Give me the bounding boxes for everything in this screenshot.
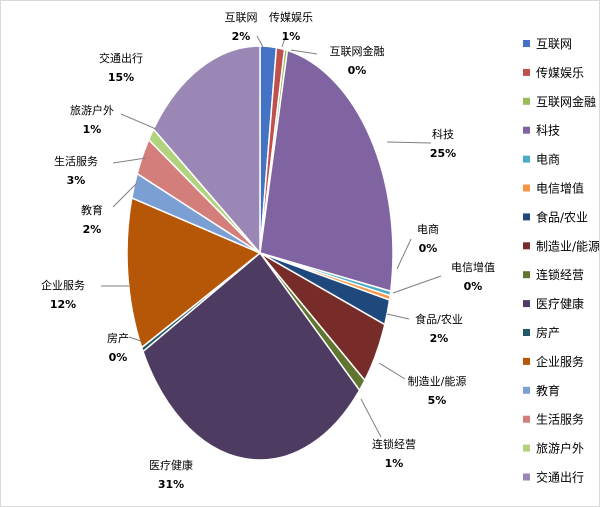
legend-swatch — [523, 213, 530, 221]
data-label-value: 2% — [430, 332, 449, 345]
legend-swatch — [523, 40, 530, 47]
data-label-value: 0% — [348, 64, 367, 77]
leader-line — [396, 238, 412, 270]
legend-label: 电商 — [536, 152, 560, 167]
pie-slice — [259, 49, 394, 293]
legend-label: 传媒娱乐 — [536, 65, 584, 80]
data-label-value: 1% — [282, 30, 301, 43]
data-label-name: 房产 — [107, 331, 129, 345]
data-label-name: 医疗健康 — [149, 458, 193, 472]
leader-line — [360, 398, 382, 438]
leader-line — [386, 141, 432, 144]
data-label-value: 0% — [419, 242, 438, 255]
legend-swatch — [523, 329, 530, 336]
data-label-name: 生活服务 — [54, 154, 98, 168]
legend-label: 制造业/能源 — [536, 239, 599, 253]
legend-swatch — [523, 415, 530, 423]
leader-line — [392, 275, 442, 294]
legend-swatch — [523, 386, 530, 394]
leader-line — [112, 157, 147, 164]
data-label-name: 连锁经营 — [372, 437, 416, 451]
leader-line — [290, 49, 318, 55]
data-label-name: 传媒娱乐 — [269, 10, 313, 24]
data-label-value: 0% — [109, 351, 128, 364]
leader-line — [120, 113, 157, 130]
legend-label: 企业服务 — [536, 354, 584, 369]
legend-label: 电信增值 — [536, 181, 584, 196]
legend-label: 生活服务 — [536, 412, 584, 427]
data-label-name: 旅游户外 — [70, 103, 114, 117]
legend-label: 互联网 — [536, 37, 572, 51]
data-label-name: 食品/农业 — [415, 312, 463, 326]
pie-slice — [142, 251, 361, 461]
data-label-value: 2% — [232, 30, 251, 43]
data-label-value: 15% — [108, 71, 134, 84]
data-label-name: 交通出行 — [99, 51, 143, 65]
legend-swatch — [523, 126, 530, 134]
legend-swatch — [523, 68, 530, 76]
legend-swatch — [523, 300, 530, 308]
legend-swatch — [523, 184, 530, 192]
legend-label: 交通出行 — [536, 470, 584, 485]
legend-swatch — [523, 444, 530, 452]
data-label-value: 25% — [430, 147, 456, 160]
data-label-value: 12% — [50, 298, 76, 311]
data-label-value: 31% — [158, 478, 184, 491]
leader-line — [281, 34, 287, 48]
data-label-name: 互联网金融 — [330, 44, 385, 58]
data-label-name: 电商 — [417, 222, 439, 236]
legend-label: 科技 — [536, 124, 560, 138]
legend-swatch — [523, 155, 530, 163]
data-label-name: 电信增值 — [451, 260, 495, 274]
legend-swatch — [523, 473, 530, 481]
pie-slice — [152, 45, 261, 256]
legend-swatch — [523, 357, 530, 365]
legend-label: 食品/农业 — [536, 209, 588, 224]
pie-slice — [126, 196, 262, 349]
data-label-name: 制造业/能源 — [408, 374, 467, 388]
legend-swatch — [523, 271, 530, 279]
data-label-value: 1% — [385, 457, 404, 470]
data-label-name: 教育 — [81, 203, 103, 217]
data-label-value: 5% — [428, 394, 447, 407]
legend-swatch — [523, 97, 530, 105]
leader-line — [378, 362, 406, 380]
legend-label: 旅游户外 — [536, 441, 584, 456]
leader-line — [128, 336, 142, 342]
legend-swatch — [523, 242, 530, 250]
legend-label: 房产 — [536, 325, 560, 340]
data-label-value: 1% — [83, 123, 102, 136]
leader-line — [386, 313, 410, 320]
data-label-name: 互联网 — [225, 11, 258, 24]
data-label-value: 0% — [464, 280, 483, 293]
legend-label: 互联网金融 — [536, 94, 596, 109]
data-label-value: 2% — [83, 223, 102, 236]
data-label-name: 科技 — [432, 127, 454, 141]
data-label-value: 3% — [67, 174, 86, 187]
legend-label: 医疗健康 — [536, 296, 584, 311]
legend-label: 连锁经营 — [536, 267, 584, 282]
leader-line — [112, 182, 138, 208]
data-label-name: 企业服务 — [41, 278, 85, 292]
leader-line — [256, 35, 264, 48]
legend-label: 教育 — [536, 383, 560, 398]
